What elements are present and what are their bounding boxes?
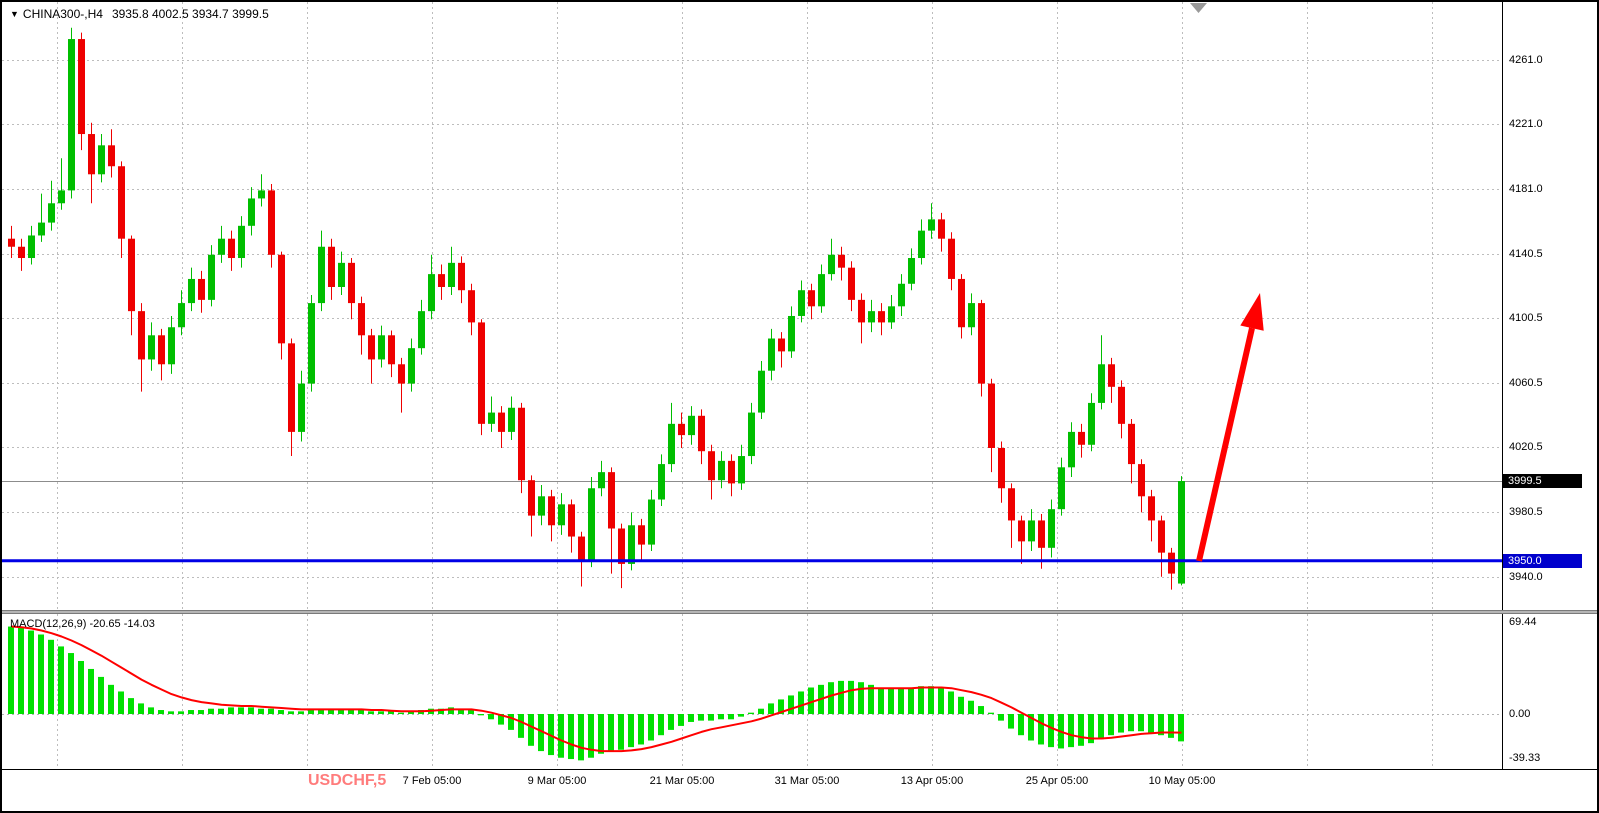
time-axis-label: 21 Mar 05:00 — [649, 775, 715, 787]
macd-scale-label: 69.44 — [1509, 615, 1537, 628]
macd-grid — [57, 614, 1433, 769]
chart-symbol-period: CHINA300-,H4 — [22, 7, 103, 21]
macd-scale-label: -39.33 — [1509, 752, 1541, 764]
time-axis-label: 25 Apr 05:00 — [1025, 775, 1089, 787]
trend-arrow-head — [1240, 293, 1264, 331]
hline-price-tag: 3950.0 — [1503, 553, 1582, 568]
price-chart-canvas[interactable] — [2, 2, 1502, 610]
price-scale-label: 4181.0 — [1509, 182, 1543, 195]
price-scale-label: 4100.5 — [1509, 312, 1543, 325]
chart-title: ▼ CHINA300-,H4 3935.8 4002.5 3934.7 3999.5 — [10, 7, 269, 21]
price-scale-label: 4221.0 — [1509, 118, 1543, 131]
time-axis-label: 9 Mar 05:00 — [527, 775, 587, 787]
candles — [8, 27, 1185, 590]
panel-divider[interactable] — [2, 610, 1597, 614]
macd-indicator-label: MACD(12,26,9) -20.65 -14.03 — [10, 618, 155, 630]
macd-scale-label: 0.00 — [1509, 708, 1531, 720]
macd-background — [2, 614, 1502, 769]
time-axis-label: 31 Mar 05:00 — [774, 775, 840, 787]
price-scale-label: 4140.5 — [1509, 247, 1543, 260]
main-chart[interactable]: ▼ CHINA300-,H4 3935.8 4002.5 3934.7 3999.5 — [2, 2, 1502, 610]
chart-shift-marker[interactable] — [1190, 3, 1207, 13]
current-price-tag: 3999.5 — [1503, 474, 1582, 488]
chart-background — [2, 2, 1502, 610]
time-axis-label: 13 Apr 05:00 — [900, 775, 964, 787]
macd-histogram — [8, 626, 1184, 761]
collapse-chart-icon[interactable]: ▼ — [10, 9, 19, 19]
chart-ohlc-values: 3935.8 4002.5 3934.7 3999.5 — [111, 7, 269, 21]
macd-signal-line — [11, 625, 1182, 753]
price-scale-label: 4020.5 — [1509, 441, 1543, 454]
time-axis-label: 10 May 05:00 — [1148, 775, 1216, 787]
price-scale-label: 4261.0 — [1509, 53, 1543, 66]
price-scale-label: 3980.5 — [1509, 505, 1543, 518]
time-axis-label: 7 Feb 05:00 — [402, 775, 462, 787]
macd-canvas[interactable] — [2, 614, 1502, 769]
overlay-symbol-label: USDCHF,5 — [308, 772, 387, 789]
time-axis[interactable]: USDCHF,5 7 Feb 05:00 9 Mar 05:00 21 Mar 05… — [2, 769, 1597, 811]
price-scale[interactable]: 3999.5 3950.0 4261.0 4221.0 4181.0 4140.5 41… — [1502, 2, 1597, 769]
price-scale-label: 3940.0 — [1509, 570, 1543, 583]
trend-arrow[interactable] — [1196, 293, 1264, 562]
price-scale-label: 4060.5 — [1509, 376, 1543, 389]
macd-panel[interactable]: MACD(12,26,9) -20.65 -14.03 — [2, 614, 1502, 769]
trend-arrow-shaft — [1196, 327, 1255, 562]
